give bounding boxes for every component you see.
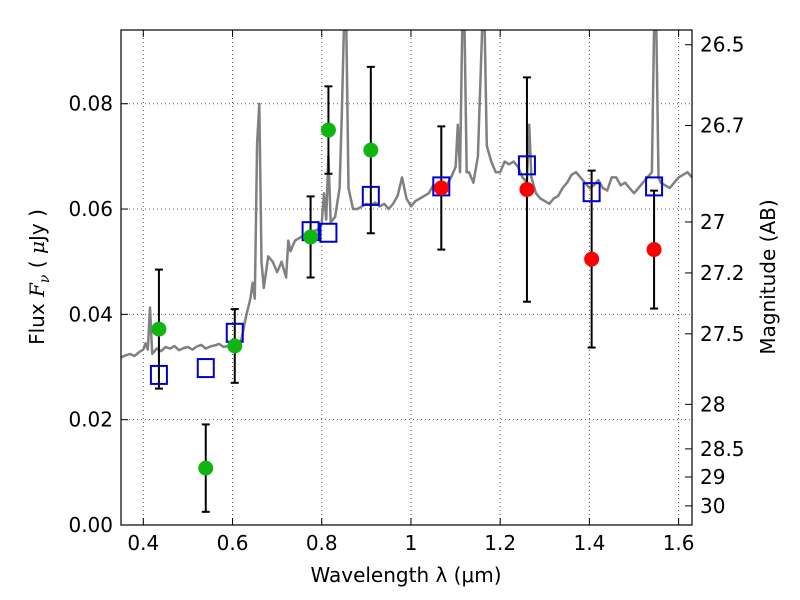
model-flux-box [319,222,338,243]
observed-flux-point [363,142,379,158]
y2-tick-label: 26.7 [700,114,745,138]
x-tick-label: 0.8 [306,531,338,555]
observed-flux-point [646,242,662,258]
model-flux-boxes [149,155,664,385]
x-axis-label: Wavelength λ (μm) [310,563,501,587]
model-flux-box [517,155,536,176]
observed-flux-point [303,229,319,245]
y2-tick-label: 28 [700,392,725,416]
spectrum-series [121,30,692,359]
y2-tick-label: 27 [700,210,725,234]
grid-lines [121,30,692,526]
spectrum-line [121,30,692,359]
y2-tick-label: 26.5 [700,33,745,57]
observed-flux-point [320,122,336,138]
observed-flux-point [151,321,167,337]
observed-flux-point [519,182,535,198]
y-tick-label: 0.02 [68,408,113,432]
observed-flux-point [198,460,214,476]
y2-axis-label: Magnitude (AB) [756,199,780,354]
y-tick-label: 0.06 [68,197,113,221]
y2-tick-label: 29 [700,465,725,489]
y2-tick-label: 27.2 [700,261,745,285]
y2-tick-label: 28.5 [700,437,745,461]
model-flux-box [582,182,601,203]
x-tick-label: 1 [405,531,418,555]
y2-tick-label: 27.5 [700,322,745,346]
observed-flux-point [433,180,449,196]
observed-flux-points [151,122,662,476]
observed-flux-point [584,251,600,267]
observed-flux-point [227,338,243,354]
y-axis-label: Flux Fν ( μJy ) [25,209,53,345]
x-tick-label: 1.6 [663,531,695,555]
axis-ticks: 0.4 0.6 0.8 1 1.2 1.4 1.6 0.00 0.02 0.04 0.06 0.08 2… [68,30,745,555]
y-tick-label: 0.08 [68,92,113,116]
y2-tick-label: 30 [700,494,725,518]
model-flux-box [361,185,380,206]
x-tick-label: 1.4 [573,531,605,555]
y-tick-label: 0.00 [68,513,113,537]
model-flux-box [149,364,168,385]
plot-frame [120,29,693,526]
error-bars [154,65,659,513]
x-tick-label: 0.6 [217,531,249,555]
x-tick-label: 0.4 [127,531,159,555]
model-flux-box [645,176,664,197]
y-tick-label: 0.04 [68,302,113,326]
x-tick-label: 1.2 [484,531,516,555]
model-flux-box [196,358,215,379]
